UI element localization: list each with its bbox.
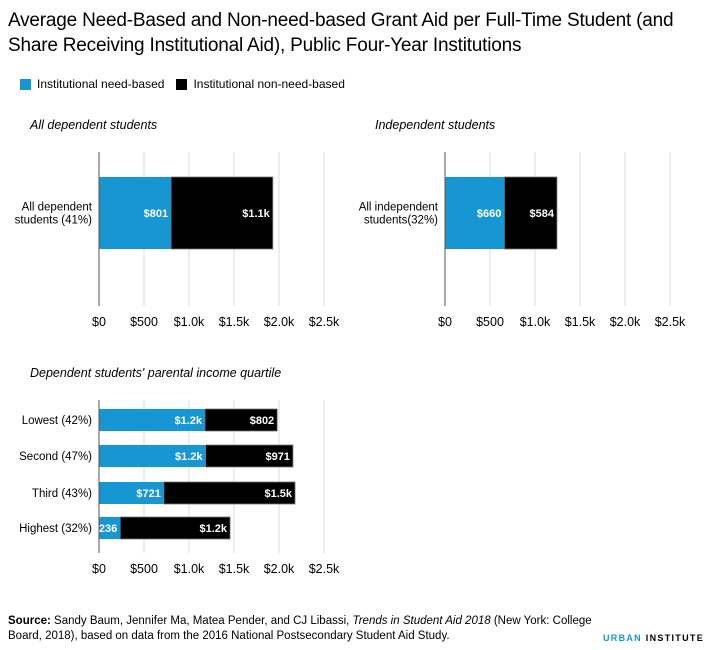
x-tick-label: $500 [130, 315, 158, 329]
bar-segment [170, 176, 274, 250]
category-label: Third (43%) [32, 488, 92, 500]
legend-item-need-based: Institutional need-based [20, 77, 164, 91]
legend: Institutional need-based Institutional n… [20, 77, 357, 91]
source-note: Source: Sandy Baum, Jennifer Ma, Matea P… [8, 614, 608, 644]
bar-value-label: $1.1k [242, 208, 270, 220]
bar-segment [204, 408, 278, 432]
bar-value-label: $971 [265, 451, 289, 463]
source-text-before: Sandy Baum, Jennifer Ma, Matea Pender, a… [50, 615, 353, 627]
bar-segment [99, 409, 206, 431]
x-tick-label: $1.0k [174, 315, 205, 329]
panel-title-quartile: Dependent students' parental income quar… [30, 366, 282, 380]
legend-swatch-need-based [20, 78, 31, 90]
x-tick-label: $2.5k [655, 315, 686, 329]
source-label: Source: [8, 615, 51, 627]
bar-value-label: $236 [93, 523, 117, 535]
urban-institute-logo: URBAN INSTITUTE [603, 633, 704, 643]
bar-segment [99, 445, 206, 467]
bar-value-label: $584 [529, 208, 554, 220]
category-label: students(32%) [364, 215, 438, 227]
legend-label-non-need-based: Institutional non-need-based [193, 77, 345, 91]
brand-urban: URBAN [602, 633, 642, 643]
legend-item-non-need-based: Institutional non-need-based [176, 77, 345, 91]
bar-segment [99, 482, 164, 504]
x-tick-label: $500 [476, 315, 504, 329]
bar-segment [163, 481, 296, 505]
x-tick-label: $2.5k [309, 315, 340, 329]
bar-value-label: $1.2k [200, 523, 228, 535]
x-tick-label: $500 [130, 562, 158, 576]
legend-label-need-based: Institutional need-based [37, 77, 165, 91]
bar-value-label: $801 [144, 208, 168, 220]
bar-value-label: $802 [250, 415, 274, 427]
x-tick-label: $1.0k [520, 315, 551, 329]
category-label: All independent [359, 202, 439, 214]
bar-segment [119, 516, 231, 540]
bar-value-label: $1.2k [174, 415, 202, 427]
x-tick-label: $2.0k [264, 315, 295, 329]
x-tick-label: $2.0k [610, 315, 641, 329]
bar-value-label: $721 [136, 488, 160, 500]
category-label: Second (47%) [19, 451, 92, 463]
bar-segment [99, 517, 121, 539]
panel-title-independent: Independent students [375, 118, 496, 132]
brand-institute: INSTITUTE [645, 633, 704, 643]
source-text-after: (New York: College Board, 2018), based o… [8, 615, 592, 642]
x-tick-label: $1.5k [219, 315, 250, 329]
bar-value-label: $660 [477, 208, 501, 220]
bar-segment [205, 444, 294, 468]
panel-title-dependent: All dependent students [30, 118, 158, 132]
chart-title: Average Need-Based and Non-need-based Gr… [8, 10, 674, 56]
category-label: All dependent [22, 202, 93, 214]
bar-value-label: $1.2k [175, 451, 203, 463]
bar-segment [99, 177, 172, 249]
x-tick-label: $2.0k [264, 562, 295, 576]
bar-segment [503, 176, 558, 250]
category-label: Highest (32%) [19, 523, 92, 535]
x-tick-label: $1.0k [174, 562, 205, 576]
category-label: Lowest (42%) [22, 415, 92, 427]
legend-swatch-non-need-based [176, 78, 188, 90]
x-tick-label: $0 [92, 562, 106, 576]
bar-segment [445, 177, 505, 249]
x-tick-label: $0 [92, 315, 106, 329]
source-title: Trends in Student Aid 2018 [352, 615, 491, 627]
x-tick-label: $2.5k [309, 562, 340, 576]
x-tick-label: $0 [438, 315, 452, 329]
bar-value-label: $1.5k [264, 488, 292, 500]
category-label: students (41%) [15, 215, 93, 227]
x-tick-label: $1.5k [219, 562, 250, 576]
x-tick-label: $1.5k [565, 315, 596, 329]
